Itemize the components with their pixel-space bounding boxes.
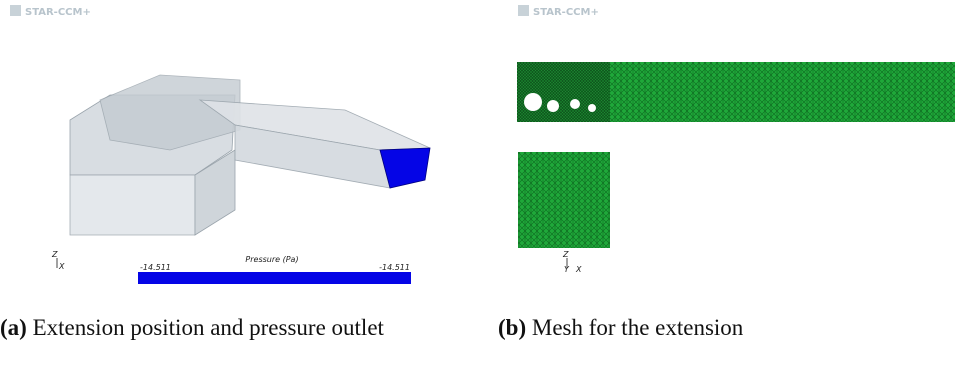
figure: STAR-CCM+ Z X Pressure (Pa) -14.511 -14.… — [0, 0, 964, 300]
caption: (a) Extension position and pressure outl… — [0, 312, 470, 343]
logo: STAR-CCM+ — [533, 7, 599, 18]
caption-label: (a) — [0, 315, 27, 340]
page: STAR-CCM+ Z X Pressure (Pa) -14.511 -14.… — [0, 0, 964, 383]
caption: (b) Mesh for the extension — [498, 312, 958, 343]
mesh — [517, 62, 955, 248]
caption-text: Mesh for the extension — [532, 315, 743, 340]
logo-icon — [10, 5, 21, 16]
caption-label: (b) — [498, 315, 526, 340]
range-max: -14.511 — [379, 263, 410, 272]
logo: STAR-CCM+ — [25, 7, 91, 18]
axis-z: Z — [51, 250, 58, 259]
legend-title: Pressure (Pa) — [245, 255, 298, 264]
geometry — [70, 75, 430, 235]
axis-z: Z — [562, 250, 569, 259]
caption-text: Extension position and pressure outlet — [33, 315, 384, 340]
color-bar — [138, 272, 411, 284]
axis-x: X — [58, 262, 65, 271]
axis-y: Y — [564, 265, 570, 274]
axis-x: X — [575, 265, 582, 274]
range-min: -14.511 — [140, 263, 171, 272]
logo-icon — [518, 5, 529, 16]
